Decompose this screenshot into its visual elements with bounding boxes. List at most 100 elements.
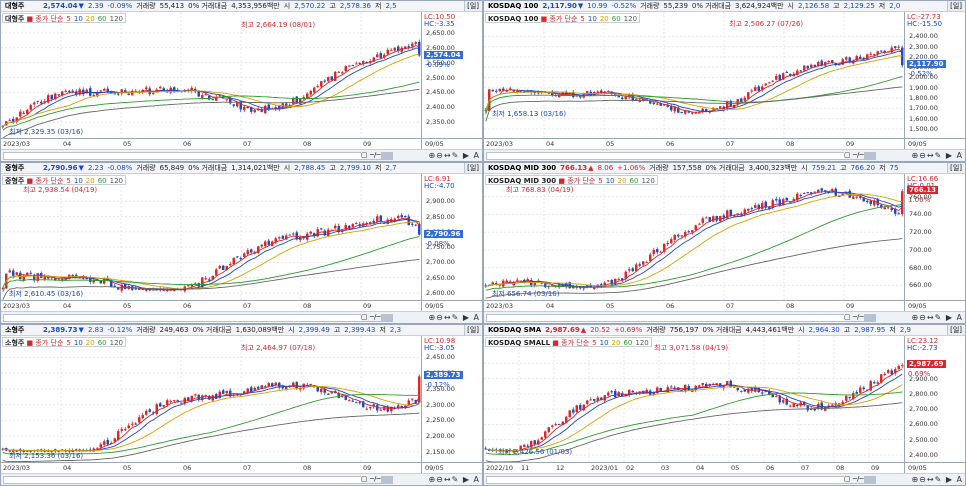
candle-up — [351, 224, 354, 227]
quote-header: 중형주 2,790.96▼ 2.23 -0.08% 거래량 65,849 0% 거래대금 1,… — [1, 163, 482, 174]
chart-panel-p1[interactable]: 대형주 2,574.04▼ 2.39 -0.09% 거래량 55,413 0% 거래대금 4,… — [0, 0, 483, 162]
chart-panel-p5[interactable]: 소형주 2,389.73▼ 2.83 -0.12% 거래량 249,463 0% 거래대금 1… — [0, 324, 483, 486]
scrollbar-thumb[interactable] — [861, 315, 875, 321]
range-selector[interactable]: ▢ ─/─ — [844, 151, 864, 159]
scrollbar-thumb[interactable] — [861, 477, 875, 483]
price-chart[interactable] — [1, 336, 421, 462]
candle-up — [362, 60, 365, 65]
current-change-marker: -0.52% — [908, 70, 933, 79]
zoom-tools[interactable]: ⊕⊖↔✎ ▶ A — [911, 313, 963, 322]
chart-panel-p6[interactable]: KOSDAQ SMA 2,987.69▲ 20.52 +0.69% 거래량 756,197… — [483, 324, 966, 486]
period-daily-button[interactable]: [일] — [947, 325, 964, 335]
price-chart[interactable] — [1, 12, 421, 138]
candle-down — [677, 234, 680, 237]
scrollbar-thumb[interactable] — [861, 153, 875, 159]
price-change: 8.06 — [597, 164, 614, 172]
period-daily-button[interactable]: [일] — [464, 163, 481, 173]
candle-down — [621, 278, 624, 281]
chart-scrollbar[interactable] — [3, 314, 393, 322]
legend-ma120: 120 — [635, 339, 649, 347]
low-label: 저 — [879, 164, 886, 172]
candle-up — [883, 373, 886, 375]
volume-value: 55,413 — [159, 2, 185, 10]
y-tick-label: 1,500.00 — [909, 124, 938, 133]
price-chart[interactable] — [1, 174, 421, 300]
candle-down — [785, 197, 788, 201]
scrollbar-thumb[interactable] — [378, 153, 392, 159]
range-selector[interactable]: ▢ ─/─ — [844, 313, 864, 321]
price-change-pct: -0.09% — [107, 2, 133, 10]
chart-scrollbar[interactable] — [3, 476, 393, 484]
candle-down — [600, 90, 603, 93]
x-tick-label: 08 — [836, 464, 845, 472]
period-daily-button[interactable]: [일] — [464, 325, 481, 335]
scrollbar-thumb[interactable] — [378, 315, 392, 321]
high-annotation: 최고 2,464.97 (07/18) — [241, 344, 316, 352]
candle-down — [176, 400, 179, 403]
candle-up — [225, 265, 228, 271]
candle-up — [859, 387, 862, 393]
current-price-marker: 2,389.73 — [424, 371, 463, 380]
candle-up — [211, 275, 214, 280]
range-selector[interactable]: ▢ ─/─ — [844, 475, 864, 483]
candle-up — [880, 374, 883, 383]
price-chart[interactable] — [484, 336, 904, 462]
chart-legend: 소형주 ■ 종가 단순 5 10 20 60 120 — [2, 337, 127, 347]
zoom-tools[interactable]: ⊕⊖↔✎ ▶ A — [911, 475, 963, 484]
range-selector[interactable]: ▢ ─/─ — [361, 151, 381, 159]
x-tick-label: 06 — [666, 140, 675, 148]
chart-scrollbar[interactable] — [486, 152, 876, 160]
range-selector[interactable]: ▢ ─/─ — [361, 475, 381, 483]
candle-up — [544, 431, 547, 438]
candle-up — [369, 406, 372, 409]
candle-up — [110, 442, 113, 444]
zoom-tools[interactable]: ⊕⊖↔✎ ▶ A — [428, 475, 480, 484]
period-daily-button[interactable]: [일] — [464, 1, 481, 11]
candle-up — [96, 92, 99, 97]
period-daily-button[interactable]: [일] — [947, 163, 964, 173]
price-chart[interactable] — [484, 12, 904, 138]
candle-down — [533, 440, 536, 445]
candle-up — [120, 89, 123, 94]
chart-panel-p2[interactable]: KOSDAQ 100 2,117.90▼ 10.99 -0.52% 거래량 55,239 0… — [483, 0, 966, 162]
candle-up — [285, 386, 288, 390]
legend-marker-icon: ■ — [24, 15, 36, 23]
period-daily-button[interactable]: [일] — [947, 1, 964, 11]
candle-up — [334, 71, 337, 81]
candle-up — [890, 47, 893, 53]
legend-ma120: 120 — [641, 177, 655, 185]
candle-up — [225, 390, 228, 394]
current-price: 766.13 — [560, 164, 588, 172]
scrollbar-thumb[interactable] — [378, 477, 392, 483]
candle-up — [764, 83, 767, 86]
chart-scrollbar[interactable] — [3, 152, 393, 160]
candle-up — [152, 92, 155, 94]
candle-up — [635, 264, 638, 272]
chart-scrollbar[interactable] — [486, 314, 876, 322]
candle-down — [295, 232, 298, 240]
candle-up — [229, 264, 232, 266]
zoom-tools[interactable]: ⊕⊖↔✎ ▶ A — [911, 151, 963, 160]
chart-panel-p3[interactable]: 중형주 2,790.96▼ 2.23 -0.08% 거래량 65,849 0% 거래대금 1,… — [0, 162, 483, 324]
price-chart[interactable] — [484, 174, 904, 300]
zoom-tools[interactable]: ⊕⊖↔✎ ▶ A — [428, 151, 480, 160]
chart-panel-p4[interactable]: KOSDAQ MID 300 766.13▲ 8.06 +1.06% 거래량 157,55… — [483, 162, 966, 324]
chart-scrollbar[interactable] — [486, 476, 876, 484]
x-tick-label: 08 — [303, 464, 312, 472]
candle-up — [796, 193, 799, 201]
zoom-tools[interactable]: ⊕⊖↔✎ ▶ A — [428, 313, 480, 322]
volume-value: 756,197 — [669, 326, 699, 334]
current-price: 2,389.73 — [43, 326, 78, 334]
high-label: 고 — [833, 2, 840, 10]
range-selector[interactable]: ▢ ─/─ — [361, 313, 381, 321]
volume-label: 거래량 — [649, 164, 669, 172]
x-tick-label: 06 — [183, 302, 192, 310]
candle-down — [761, 392, 764, 394]
candle-up — [701, 383, 704, 385]
candlestick-svg — [1, 174, 421, 300]
candle-up — [309, 231, 312, 234]
candle-down — [687, 385, 690, 391]
high-label: 고 — [329, 164, 336, 172]
high-value: 766.20 — [850, 164, 876, 172]
candle-down — [862, 387, 865, 390]
